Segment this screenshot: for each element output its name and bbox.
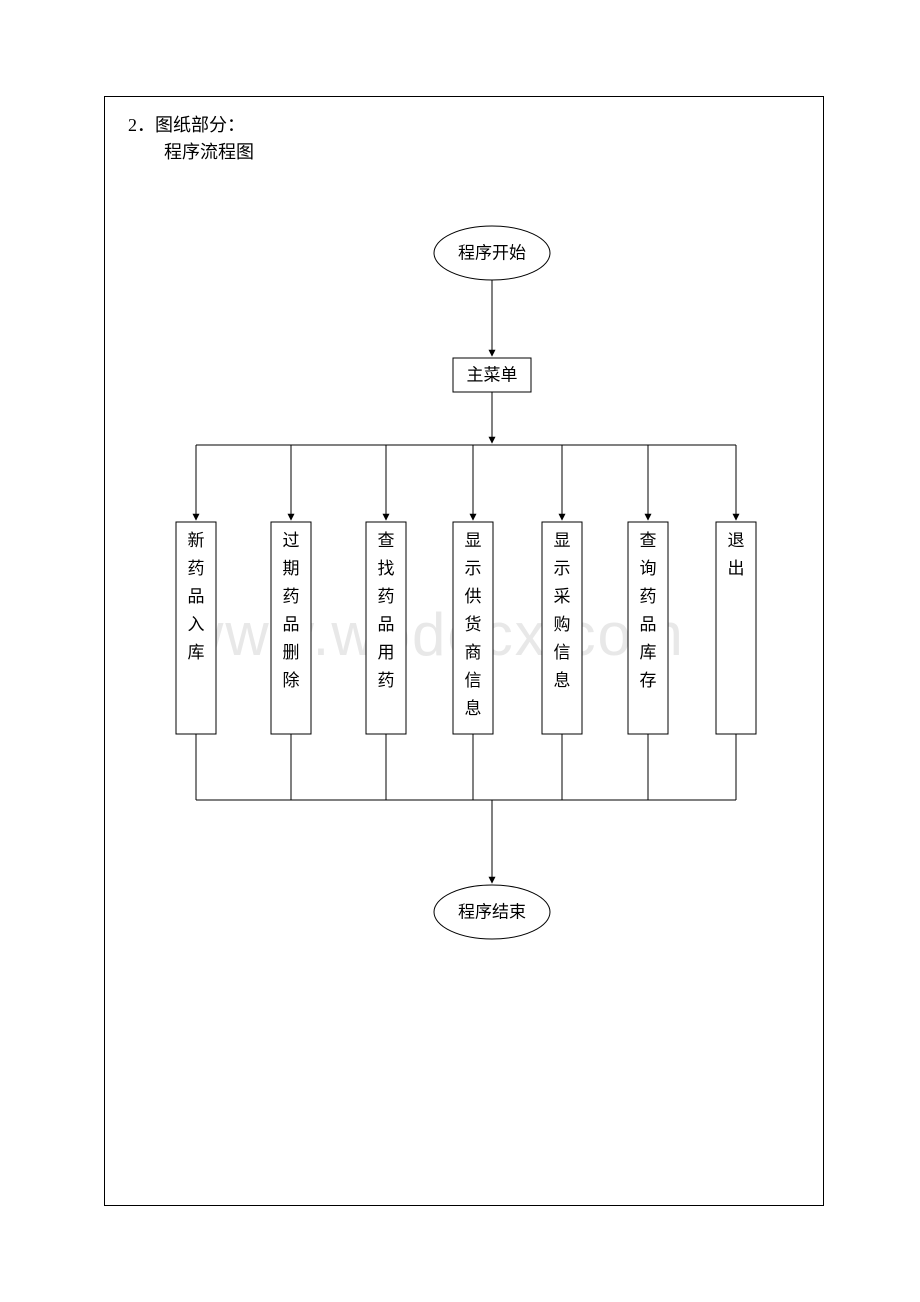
node-end-label: 程序结束: [458, 903, 526, 922]
node-b4-label: 显示供货商信息: [465, 531, 482, 718]
node-b7: [716, 522, 756, 734]
page: 2．图纸部分： 程序流程图 www.wodocx.com 程序开始 主菜单: [0, 0, 920, 1302]
flowchart-svg: 程序开始 主菜单 新药品入库 过期药品删除 查找药品用药 显示供货商信息 显示采…: [0, 0, 920, 1302]
node-main-menu-label: 主菜单: [467, 366, 518, 385]
node-start-label: 程序开始: [458, 244, 526, 263]
